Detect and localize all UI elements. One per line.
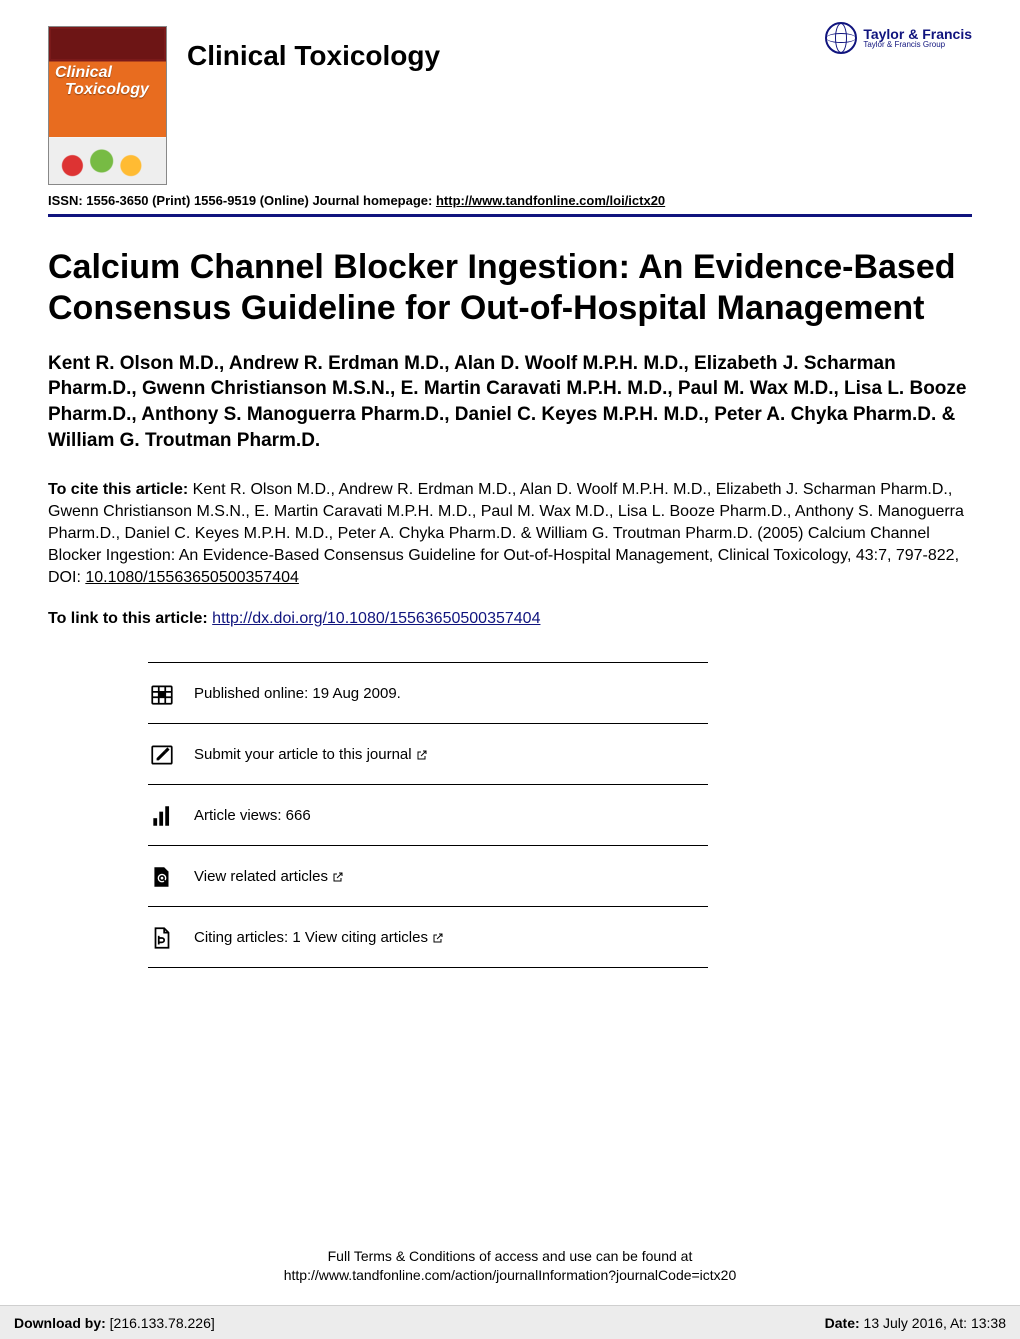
download-by-label: Download by: <box>14 1315 106 1331</box>
download-by-value: [216.133.78.226] <box>106 1315 215 1331</box>
external-link-icon <box>332 871 344 883</box>
globe-icon <box>825 22 857 54</box>
download-date-label: Date: <box>825 1315 860 1331</box>
download-date-value: 13 July 2016, At: 13:38 <box>860 1315 1006 1331</box>
meta-published-label: Published online: 19 Aug 2009. <box>194 685 401 702</box>
doi-link[interactable]: 10.1080/15563650500357404 <box>85 569 299 586</box>
cover-title-line2: Toxicology <box>65 81 149 98</box>
calendar-icon <box>148 681 176 707</box>
article-link[interactable]: http://dx.doi.org/10.1080/15563650500357… <box>212 610 540 627</box>
article-meta-list: Published online: 19 Aug 2009. Submit yo… <box>148 662 708 968</box>
submit-icon <box>148 742 176 768</box>
article-authors: Kent R. Olson M.D., Andrew R. Erdman M.D… <box>48 351 972 454</box>
article-title: Calcium Channel Blocker Ingestion: An Ev… <box>48 247 972 329</box>
header-rule <box>48 214 972 217</box>
publisher-name: Taylor & Francis <box>863 27 972 41</box>
meta-related-label: View related articles <box>194 868 328 885</box>
cover-title-line1: Clinical <box>55 64 112 81</box>
external-link-icon <box>432 932 444 944</box>
journal-cover-thumbnail: Clinical Toxicology <box>48 26 167 185</box>
journal-title: Clinical Toxicology <box>187 40 440 72</box>
footer-terms-url[interactable]: http://www.tandfonline.com/action/journa… <box>284 1267 737 1283</box>
publisher-tagline: Taylor & Francis Group <box>863 41 972 49</box>
meta-citing-label: Citing articles: 1 View citing articles <box>194 929 428 946</box>
publisher-logo: Taylor & Francis Taylor & Francis Group <box>825 22 972 54</box>
meta-submit-article[interactable]: Submit your article to this journal <box>148 724 708 785</box>
link-line: To link to this article: http://dx.doi.o… <box>48 610 972 628</box>
meta-citing-articles[interactable]: Citing articles: 1 View citing articles <box>148 907 708 968</box>
cite-label: To cite this article: <box>48 481 188 498</box>
download-footer-bar: Download by: [216.133.78.226] Date: 13 J… <box>0 1305 1020 1339</box>
footer-terms: Full Terms & Conditions of access and us… <box>0 1247 1020 1285</box>
issn-line: ISSN: 1556-3650 (Print) 1556-9519 (Onlin… <box>48 193 972 208</box>
bar-chart-icon <box>148 803 176 829</box>
meta-published-online: Published online: 19 Aug 2009. <box>148 662 708 724</box>
meta-submit-label: Submit your article to this journal <box>194 746 412 763</box>
related-icon <box>148 864 176 890</box>
citing-icon <box>148 925 176 951</box>
citation-block: To cite this article: Kent R. Olson M.D.… <box>48 479 972 589</box>
meta-related-articles[interactable]: View related articles <box>148 846 708 907</box>
footer-terms-line1: Full Terms & Conditions of access and us… <box>328 1248 693 1264</box>
journal-homepage-link[interactable]: http://www.tandfonline.com/loi/ictx20 <box>436 193 665 208</box>
external-link-icon <box>416 749 428 761</box>
issn-text: ISSN: 1556-3650 (Print) 1556-9519 (Onlin… <box>48 193 436 208</box>
meta-article-views: Article views: 666 <box>148 785 708 846</box>
meta-views-label: Article views: 666 <box>194 807 311 824</box>
link-label: To link to this article: <box>48 610 212 627</box>
